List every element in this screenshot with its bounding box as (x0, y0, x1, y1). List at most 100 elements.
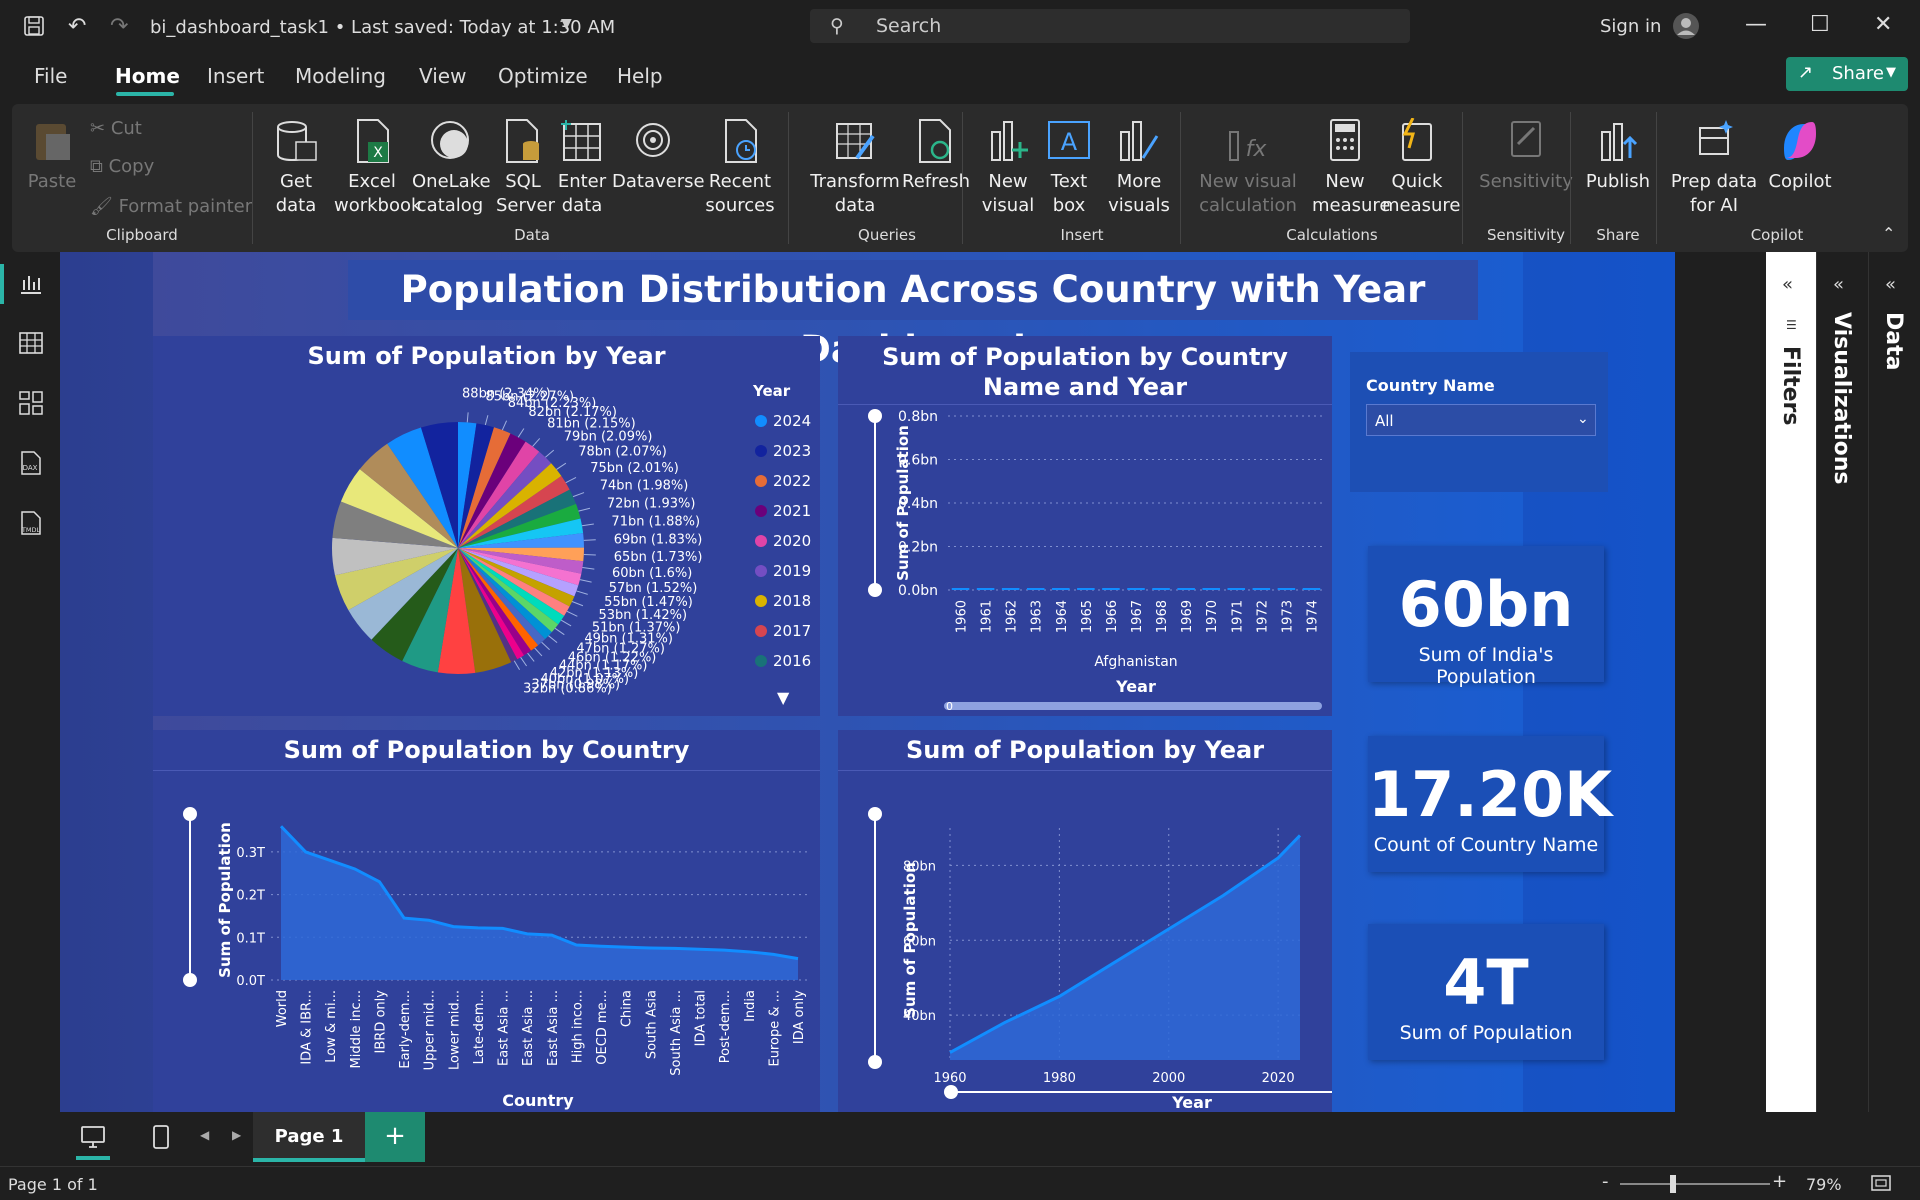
legend-marker (755, 535, 767, 547)
country-slicer: Country Name All ⌄ (1350, 352, 1608, 492)
copilot-label: Copilot (1768, 171, 1832, 192)
page-tab[interactable]: Page 1 (253, 1112, 365, 1162)
legend-item[interactable]: 2019 (755, 556, 811, 586)
onelake-catalog-button[interactable]: OneLake catalog (412, 118, 491, 218)
legend-item[interactable]: 2022 (755, 466, 811, 496)
transform-data-button[interactable]: Transform data (800, 118, 910, 218)
legend-item[interactable]: 2020 (755, 526, 811, 556)
redo-icon[interactable]: ↷ (110, 14, 129, 39)
menu-help[interactable]: Help (617, 64, 663, 88)
text-box-button[interactable]: A Text box (1042, 118, 1096, 218)
expand-filters-icon[interactable]: « (1782, 274, 1794, 295)
pie-slice (458, 548, 518, 663)
new-measure-button[interactable]: New measure (1312, 118, 1391, 218)
pie-slice (371, 548, 458, 661)
excel-workbook-button[interactable]: X Excel workbook (334, 118, 421, 218)
visualizations-pane[interactable]: « Visualizations (1816, 252, 1868, 1112)
prep-data-for-ai-button[interactable]: Prep data for AI (1666, 118, 1762, 218)
report-view-icon[interactable] (18, 270, 44, 296)
paste-button[interactable]: Paste (26, 118, 78, 194)
account-icon[interactable] (1672, 12, 1700, 44)
expand-data-icon[interactable]: « (1885, 274, 1897, 295)
new-visual-calculation-button[interactable]: fx New visual calculation (1190, 118, 1306, 218)
new-visual-button[interactable]: New visual (978, 118, 1038, 218)
country-area-chart-visual[interactable]: Sum of Population by Country 0.3T 0.2T 0.1… (153, 730, 820, 1112)
data-label: Data (1881, 312, 1906, 371)
menu-optimize[interactable]: Optimize (498, 64, 588, 88)
table-view-icon[interactable] (18, 330, 44, 356)
menu-modeling[interactable]: Modeling (295, 64, 386, 88)
refresh-button[interactable]: Refresh (902, 118, 970, 194)
cut-button[interactable]: ✂ Cut (90, 118, 142, 139)
publish-button[interactable]: Publish (1580, 118, 1656, 194)
data-pane[interactable]: « Data (1868, 252, 1920, 1112)
model-view-icon[interactable] (18, 390, 44, 416)
pie-chart-visual[interactable]: Sum of Population by Year 88bn (2.34%) 85… (153, 336, 820, 716)
undo-icon[interactable]: ↶ (68, 14, 87, 39)
separator (1462, 112, 1463, 244)
filters-pane[interactable]: « ☰ Filters (1766, 252, 1816, 1112)
kpi-card-country-count[interactable]: 17.20K Count of Country Name (1368, 736, 1612, 872)
document-title[interactable]: bi_dashboard_task1 • Last saved: Today a… (150, 17, 616, 38)
copilot-button[interactable]: Copilot (1762, 118, 1838, 194)
y-tick-label: 0.3T (236, 846, 265, 861)
copy-button[interactable]: ⧉ Copy (90, 156, 155, 177)
minimize-button[interactable]: — (1745, 12, 1767, 37)
previous-page-icon[interactable]: ◀ (200, 1128, 210, 1142)
menu-insert[interactable]: Insert (207, 64, 265, 88)
chevron-down-icon[interactable]: ▼ (561, 16, 572, 32)
legend-scroll-down-icon[interactable]: ▼ (777, 688, 790, 707)
transform-data-label: Transform data (810, 171, 900, 216)
legend-item[interactable]: 2024 (755, 406, 811, 436)
sql-server-button[interactable]: SQL Server (496, 118, 555, 218)
fit-to-page-icon[interactable] (1870, 1173, 1892, 1197)
more-visuals-button[interactable]: More visuals (1102, 118, 1176, 218)
recent-sources-button[interactable]: Recent sources (698, 118, 782, 218)
close-button[interactable]: ✕ (1874, 12, 1893, 37)
share-button[interactable]: ↗ Share ▼ (1786, 57, 1908, 91)
x-tick-label: China (620, 990, 635, 1027)
tmdl-view-icon[interactable]: TMDL (18, 510, 44, 536)
menu-view[interactable]: View (419, 64, 467, 88)
get-data-button[interactable]: Get data (266, 118, 326, 218)
year-area-chart-visual[interactable]: Sum of Population by Year 80bn 60bn 40bn 19… (838, 730, 1332, 1112)
bar (1227, 588, 1246, 590)
format-painter-button[interactable]: 🖌 Format painter (90, 196, 253, 217)
collapse-ribbon-icon[interactable]: ⌃ (1882, 224, 1896, 243)
sensitivity-button[interactable]: Sensitivity (1470, 118, 1582, 194)
menu-home[interactable]: Home (115, 64, 180, 88)
search-input[interactable]: ⚲ Search (810, 9, 1410, 43)
desktop-layout-icon[interactable] (80, 1124, 106, 1154)
expand-visualizations-icon[interactable]: « (1833, 274, 1845, 295)
legend-item[interactable]: 2016 (755, 646, 811, 676)
enter-data-button[interactable]: Enter data (556, 118, 608, 218)
quick-measure-button[interactable]: Quick measure (1382, 118, 1461, 218)
pie-slice (458, 503, 581, 548)
new-visual-calculation-label: New visual calculation (1199, 171, 1297, 216)
dataverse-button[interactable]: Dataverse (612, 118, 705, 194)
zoom-out-button[interactable]: - (1602, 1171, 1609, 1192)
data-label: 46bn (1.22%) (568, 651, 657, 666)
zoom-slider-track[interactable] (1620, 1183, 1770, 1185)
add-page-button[interactable]: + (365, 1112, 425, 1162)
mobile-layout-icon[interactable] (152, 1124, 170, 1154)
legend-item[interactable]: 2018 (755, 586, 811, 616)
zoom-slider-handle[interactable] (1670, 1175, 1676, 1193)
legend-item[interactable]: 2017 (755, 616, 811, 646)
kpi-card-india-population[interactable]: 60bn Sum of India's Population (1368, 546, 1604, 688)
maximize-button[interactable]: ☐ (1810, 12, 1830, 37)
kpi-card-total-population[interactable]: 4T Sum of Population (1368, 924, 1604, 1060)
horizontal-scrollbar (944, 702, 1322, 710)
column-chart-visual[interactable]: Sum of Population by Country Name and Ye… (838, 336, 1332, 716)
sign-in-link[interactable]: Sign in (1600, 16, 1662, 37)
menu-file[interactable]: File (34, 64, 68, 88)
data-label: 65bn (1.73%) (614, 550, 703, 565)
zoom-in-button[interactable]: + (1772, 1171, 1788, 1192)
filters-label: Filters (1778, 346, 1803, 426)
dax-query-icon[interactable]: DAX (18, 450, 44, 476)
slicer-dropdown[interactable]: All ⌄ (1366, 404, 1596, 436)
legend-item[interactable]: 2021 (755, 496, 811, 526)
legend-item[interactable]: 2023 (755, 436, 811, 466)
next-page-icon[interactable]: ▶ (232, 1128, 242, 1142)
save-icon[interactable] (22, 14, 46, 44)
